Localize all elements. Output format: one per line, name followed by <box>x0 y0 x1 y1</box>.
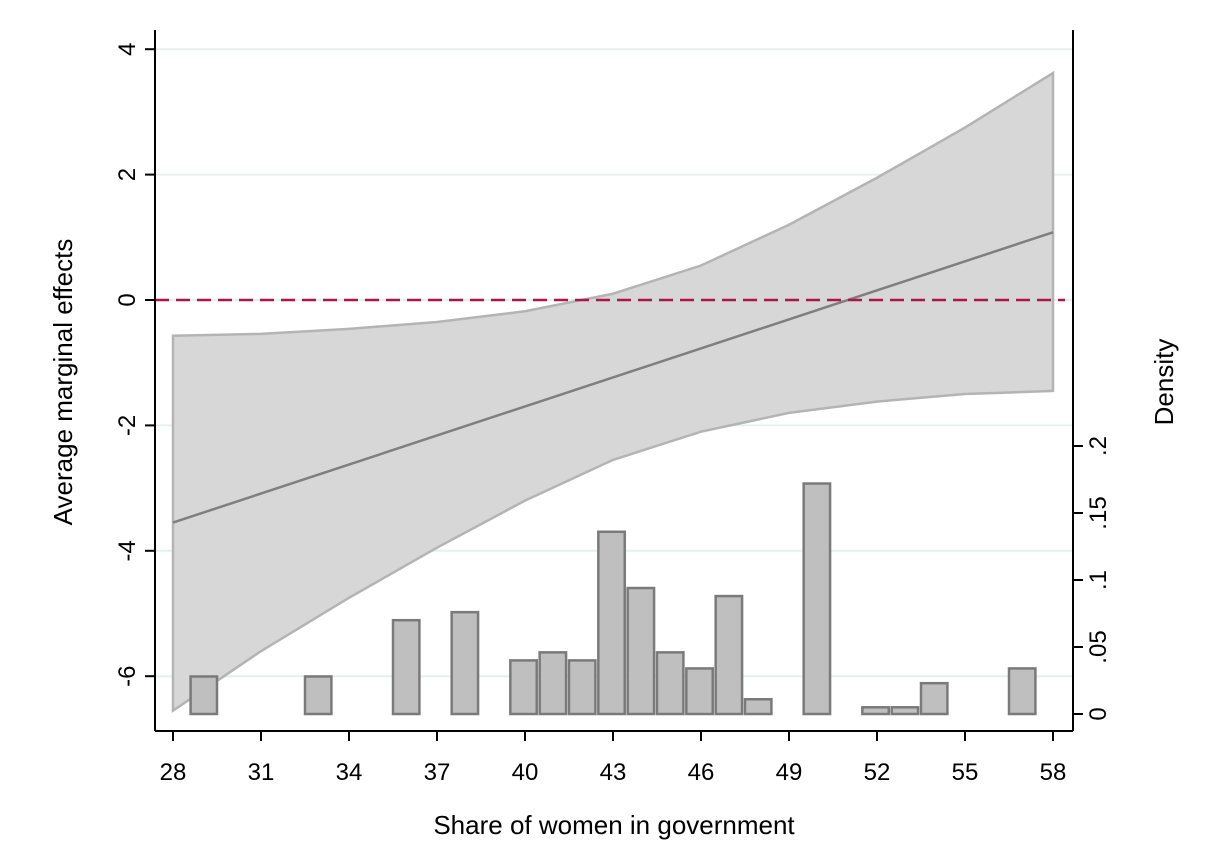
y-tick-label: 2 <box>114 168 141 181</box>
y-tick-label: -4 <box>114 540 141 561</box>
x-tick-label: 49 <box>776 759 803 786</box>
histogram-bar <box>919 681 949 716</box>
histogram-bar <box>802 482 832 716</box>
y2-tick-label: .1 <box>1085 570 1112 590</box>
y-tick-label: -6 <box>114 666 141 687</box>
histogram-bar <box>743 698 773 716</box>
histogram-bar <box>714 594 744 716</box>
x-tick-label: 28 <box>160 759 187 786</box>
histogram-bar <box>509 659 538 716</box>
y2-axis-title: Density <box>1149 339 1179 426</box>
x-tick-label: 58 <box>1040 759 1067 786</box>
histogram-bar <box>391 618 421 716</box>
histogram-bar <box>1007 667 1037 716</box>
histogram-bar <box>450 610 480 716</box>
x-axis-title: Share of women in government <box>433 810 795 840</box>
y2-tick-label: .2 <box>1085 436 1112 456</box>
histogram-bar <box>303 675 333 716</box>
y2-tick-label: .15 <box>1085 496 1112 529</box>
histogram-bar <box>655 651 685 716</box>
y2-tick-label: .05 <box>1085 630 1112 663</box>
histogram-bar <box>861 706 890 716</box>
y2-tick-label: 0 <box>1085 707 1112 720</box>
y-tick-label: 0 <box>114 293 141 306</box>
axes: 4 2 0 -2 -4 -6 28 31 34 37 40 43 46 49 52 55 58 0 .05 .1 .15… <box>114 30 1112 786</box>
histogram-bar <box>626 586 656 716</box>
histogram-bar <box>538 651 568 716</box>
histogram-bar <box>567 659 597 716</box>
histogram-bar <box>685 667 714 716</box>
x-tick-label: 43 <box>600 759 627 786</box>
x-tick-label: 52 <box>864 759 891 786</box>
y-tick-label: -2 <box>114 415 141 436</box>
x-tick-label: 31 <box>248 759 275 786</box>
density-histogram <box>189 482 1037 716</box>
histogram-bar <box>597 530 626 716</box>
x-tick-label: 34 <box>336 759 363 786</box>
x-tick-label: 40 <box>512 759 539 786</box>
histogram-bar <box>189 675 219 716</box>
marginal-effect-line <box>172 231 1054 524</box>
effect-line-layer <box>172 231 1054 524</box>
y-tick-label: 4 <box>114 43 141 56</box>
histogram-bar <box>890 706 920 716</box>
y-axis-title: Average marginal effects <box>48 239 78 526</box>
x-tick-label: 37 <box>424 759 451 786</box>
x-tick-label: 55 <box>952 759 979 786</box>
x-tick-label: 46 <box>688 759 715 786</box>
confidence-band-area <box>171 70 1055 714</box>
confidence-band <box>171 70 1055 714</box>
